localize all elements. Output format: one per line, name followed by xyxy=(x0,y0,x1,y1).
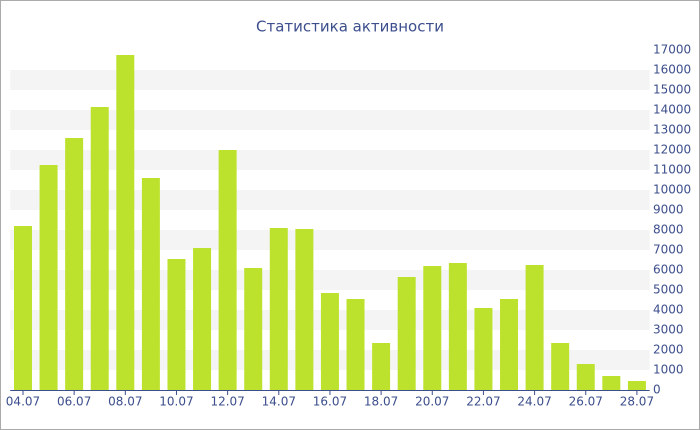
y-tick-label: 1000 xyxy=(653,363,684,377)
x-tick-label: 24.07 xyxy=(517,395,551,409)
bar xyxy=(193,248,212,390)
bar xyxy=(116,55,135,390)
bar xyxy=(551,343,570,390)
y-tick-label: 13000 xyxy=(653,123,691,137)
bar xyxy=(320,293,339,390)
bar xyxy=(244,268,263,390)
y-tick-label: 9000 xyxy=(653,203,684,217)
y-tick-label: 3000 xyxy=(653,323,684,337)
x-tick-label: 12.07 xyxy=(210,395,244,409)
y-tick-label: 12000 xyxy=(653,143,691,157)
bar xyxy=(474,308,493,390)
y-tick-label: 17000 xyxy=(653,43,691,57)
bar xyxy=(448,263,467,390)
grid-band xyxy=(10,190,650,210)
x-tick-label: 08.07 xyxy=(108,395,142,409)
bar xyxy=(346,299,365,390)
y-tick-label: 7000 xyxy=(653,243,684,257)
x-tick-label: 04.07 xyxy=(6,395,40,409)
y-tick-label: 11000 xyxy=(653,163,691,177)
y-tick-label: 15000 xyxy=(653,83,691,97)
bar xyxy=(295,229,314,390)
x-tick-label: 14.07 xyxy=(262,395,296,409)
y-tick-label: 2000 xyxy=(653,343,684,357)
x-tick-label: 22.07 xyxy=(466,395,500,409)
x-tick-label: 26.07 xyxy=(569,395,603,409)
y-tick-label: 5000 xyxy=(653,283,684,297)
bar xyxy=(602,376,621,390)
y-tick-label: 4000 xyxy=(653,303,684,317)
bar xyxy=(500,299,519,390)
bar xyxy=(423,266,442,390)
bar xyxy=(141,178,160,390)
bar xyxy=(65,138,84,390)
chart-title: Статистика активности xyxy=(256,18,444,36)
bar xyxy=(218,150,237,390)
y-tick-label: 10000 xyxy=(653,183,691,197)
y-tick-label: 0 xyxy=(653,383,661,397)
grid-band xyxy=(10,110,650,130)
bar xyxy=(397,277,416,390)
grid-band xyxy=(10,150,650,170)
x-tick-label: 28.07 xyxy=(620,395,654,409)
x-tick-label: 18.07 xyxy=(364,395,398,409)
grid-band xyxy=(10,70,650,90)
grid-band xyxy=(10,230,650,250)
bar xyxy=(576,364,595,390)
bar xyxy=(39,165,58,390)
bar xyxy=(269,228,288,390)
y-tick-label: 16000 xyxy=(653,63,691,77)
x-tick-label: 06.07 xyxy=(57,395,91,409)
bar xyxy=(525,265,544,390)
y-tick-label: 14000 xyxy=(653,103,691,117)
bar xyxy=(90,107,109,390)
y-tick-label: 8000 xyxy=(653,223,684,237)
x-tick-label: 16.07 xyxy=(313,395,347,409)
bar xyxy=(627,381,646,390)
y-tick-label: 6000 xyxy=(653,263,684,277)
x-tick-label: 10.07 xyxy=(159,395,193,409)
bar xyxy=(372,343,391,390)
bar xyxy=(13,226,32,390)
x-tick-label: 20.07 xyxy=(415,395,449,409)
bar xyxy=(167,259,186,390)
